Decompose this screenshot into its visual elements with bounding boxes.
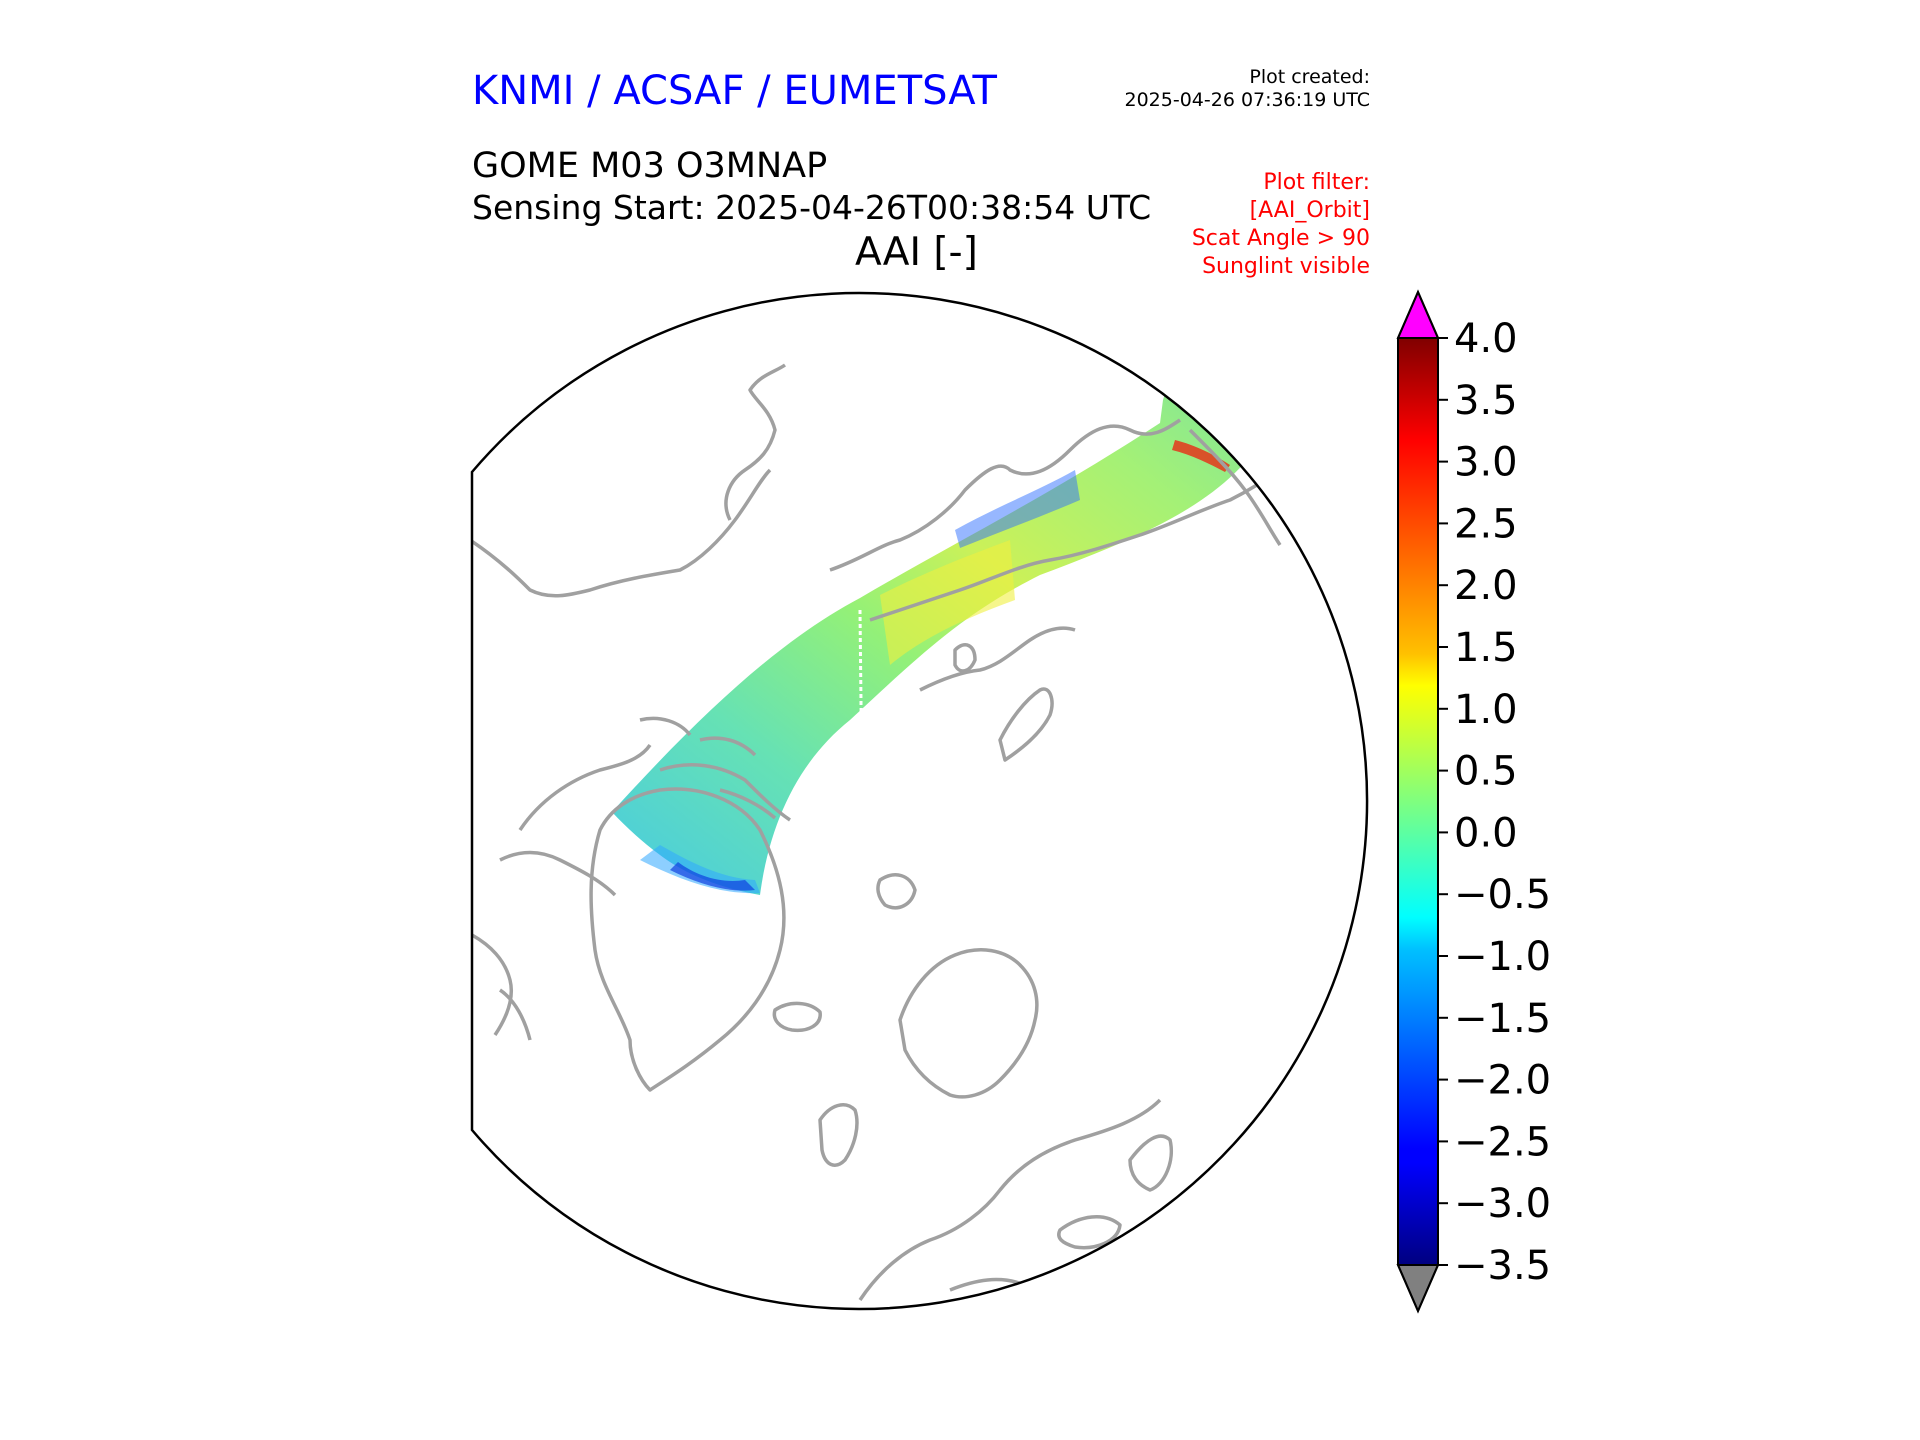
variable-title: AAI [-]	[855, 230, 978, 275]
coastline-severnaya-zemlya	[953, 643, 977, 673]
product-title: GOME M03 O3MNAP	[472, 146, 828, 186]
colorbar-tick-label: 2.0	[1454, 563, 1518, 609]
colorbar-tick-label: −2.5	[1454, 1119, 1551, 1165]
swath-red-streak	[1172, 440, 1230, 472]
coastline-svalbard	[876, 873, 917, 910]
coastline-greenland	[589, 787, 786, 1092]
aai-swath	[612, 370, 1285, 895]
plot-filter-sunglint: Sunglint visible	[1202, 254, 1370, 279]
colorbar: 4.0 3.5 3.0 2.5 2.0 1.5 1.0 0.5 0.0 −0.5 −1.0 −1.5 −…	[1396, 289, 1551, 1314]
colorbar-tick-label: 0.0	[1454, 810, 1518, 856]
coastline-novaya-zemlya	[998, 687, 1054, 762]
colorbar-gradient	[1398, 338, 1438, 1265]
plot-created-time: 2025-04-26 07:36:19 UTC	[1124, 89, 1371, 111]
coastline-taymyr	[919, 626, 1076, 692]
coastline-kamchatka	[1188, 428, 1282, 546]
coastline-alaska	[472, 468, 772, 598]
colorbar-tick-label: 3.5	[1454, 378, 1518, 424]
colorbar-tick-label: −1.0	[1454, 934, 1551, 980]
plot-created-label: Plot created:	[1249, 66, 1370, 88]
coastline-canada	[499, 743, 652, 897]
organization-title: KNMI / ACSAF / EUMETSAT	[472, 68, 997, 114]
colorbar-tick-label: 1.5	[1454, 625, 1518, 671]
colorbar-under-extension	[1396, 1264, 1440, 1314]
coastline-alaska-north	[724, 363, 787, 521]
coastline-north-america	[472, 933, 532, 1041]
sensing-start: Sensing Start: 2025-04-26T00:38:54 UTC	[472, 188, 1152, 227]
colorbar-tick-label: 3.0	[1454, 440, 1518, 486]
coastline-caspian	[1128, 1134, 1173, 1192]
coastline-siberia-east	[829, 418, 1181, 572]
colorbar-tick-label: 4.0	[1454, 316, 1518, 362]
plot-filter-label: Plot filter:	[1263, 170, 1370, 195]
swath-gap-line	[858, 609, 864, 796]
colorbar-ticks: 4.0 3.5 3.0 2.5 2.0 1.5 1.0 0.5 0.0 −0.5 −1.0 −1.5 −…	[1438, 316, 1551, 1289]
map-boundary	[470, 291, 1369, 1311]
coastline-mediterranean	[949, 1253, 1151, 1298]
colorbar-over-extension	[1396, 289, 1440, 339]
colorbar-tick-label: −1.5	[1454, 996, 1551, 1042]
colorbar-tick-label: −3.0	[1454, 1181, 1551, 1227]
colorbar-tick-label: −0.5	[1454, 872, 1551, 918]
colorbar-tick-label: 1.0	[1454, 687, 1518, 733]
colorbar-tick-label: −2.0	[1454, 1058, 1551, 1104]
coastline-scandinavia	[898, 948, 1039, 1099]
colorbar-tick-label: 2.5	[1454, 501, 1518, 547]
swath-negative-patch	[670, 862, 755, 891]
coastline-europe	[858, 1098, 1162, 1301]
colorbar-tick-label: 0.5	[1454, 749, 1518, 795]
coastline-arctic-archipelago	[639, 716, 791, 822]
map-area	[472, 363, 1285, 1301]
coastline-iceland	[772, 1001, 822, 1033]
swath-high-values-patch	[880, 540, 1015, 665]
colorbar-tick-label: −3.5	[1454, 1243, 1551, 1289]
plot-filter-name: [AAI_Orbit]	[1249, 198, 1370, 223]
coastline-british-isles	[818, 1103, 859, 1167]
coastline-black-sea	[1057, 1215, 1122, 1250]
swath-blue-patch	[955, 470, 1080, 548]
coastline-siberia-north	[869, 468, 1281, 622]
plot-filter-scat-angle: Scat Angle > 90	[1191, 226, 1370, 251]
